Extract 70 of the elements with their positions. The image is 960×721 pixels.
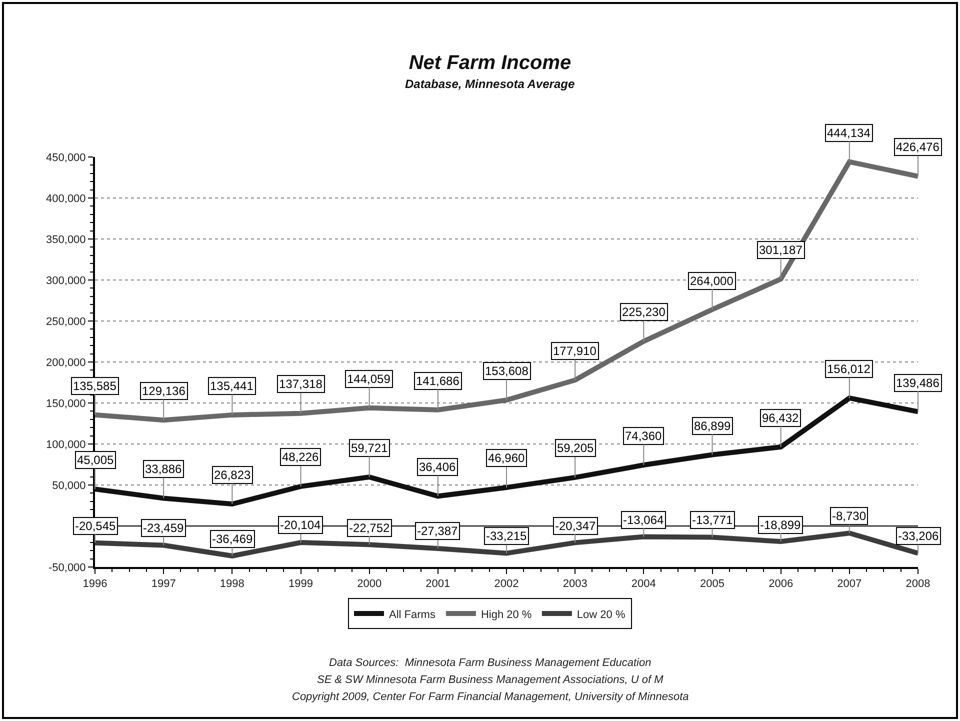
data-label: 444,134 [827, 126, 871, 140]
data-label: 225,230 [622, 305, 666, 319]
x-tick-label: 2005 [700, 578, 724, 590]
y-tick-label: 450,000 [46, 152, 86, 164]
data-label: 153,608 [485, 364, 529, 378]
y-tick-label: 150,000 [46, 398, 86, 410]
y-tick-label: 350,000 [46, 234, 86, 246]
x-tick-label: 2003 [562, 578, 588, 590]
x-tick-label: 2004 [631, 578, 656, 590]
x-tick-label: 1997 [151, 578, 176, 590]
x-tick-label: 2000 [357, 578, 382, 590]
data-label: 96,432 [762, 411, 800, 425]
y-tick-label: 50,000 [52, 480, 86, 492]
data-label: -27,387 [417, 524, 458, 538]
data-label: -13,064 [623, 513, 664, 527]
data-label: 86,899 [694, 419, 732, 433]
x-tick-label: 2002 [494, 578, 519, 590]
text: SE & SW Minnesota Farm Business Management Associations, U of M [317, 674, 664, 686]
data-label: 426,476 [896, 140, 940, 154]
x-tick-label: 2006 [768, 578, 794, 590]
text: Data Sources: Minnesota Farm Business Management Education [329, 657, 652, 669]
data-label: 48,226 [282, 450, 320, 464]
x-tick-label: 2008 [906, 578, 930, 590]
data-label: -20,545 [75, 519, 116, 533]
data-label: 59,721 [351, 441, 388, 455]
data-label: -13,771 [692, 513, 734, 527]
data-label: 26,823 [214, 468, 252, 482]
data-label: 156,012 [827, 362, 871, 376]
data-label: 46,960 [488, 451, 526, 465]
chart-subtitle: Database, Minnesota Average [405, 77, 575, 91]
data-label: -33,215 [486, 529, 528, 543]
data-label: -36,469 [212, 532, 254, 546]
data-label: 141,686 [416, 374, 460, 388]
legend-label: High 20 % [480, 608, 532, 621]
data-label: 177,910 [553, 344, 597, 358]
data-label: 264,000 [690, 274, 734, 288]
data-label: -18,899 [760, 518, 802, 532]
data-label: -20,347 [555, 519, 596, 533]
y-tick-label: 200,000 [46, 356, 86, 369]
data-label: -22,752 [349, 521, 390, 535]
chart-title: Net Farm Income [408, 52, 572, 74]
data-label: 139,486 [896, 376, 940, 390]
data-label: -20,104 [280, 518, 322, 532]
y-tick-label: 250,000 [46, 316, 86, 328]
data-label: 135,585 [73, 379, 117, 393]
x-tick-label: 1999 [288, 578, 313, 590]
data-label: 129,136 [142, 384, 186, 398]
legend-label: Low 20 % [576, 608, 626, 621]
data-label: 144,059 [347, 372, 391, 386]
data-label: 45,005 [77, 453, 114, 467]
x-tick-label: 2007 [837, 578, 862, 590]
x-tick-label: 2001 [426, 578, 450, 590]
data-label: 135,441 [210, 379, 254, 393]
x-tick-label: 1998 [220, 578, 244, 590]
data-label: 59,205 [557, 441, 594, 455]
data-label: -8,730 [832, 509, 866, 523]
data-label: 36,406 [419, 460, 456, 474]
data-label: 301,187 [759, 243, 803, 257]
data-label: 137,318 [279, 377, 323, 391]
x-tick-label: 1996 [82, 578, 108, 590]
data-label: 74,360 [625, 429, 662, 443]
data-label: -23,459 [143, 521, 184, 535]
y-tick-label: -50,000 [48, 562, 86, 574]
legend-label: All Farms [389, 608, 436, 621]
y-tick-label: 300,000 [46, 274, 86, 287]
data-label: -33,206 [898, 529, 940, 543]
y-tick-label: 400,000 [46, 192, 86, 205]
text: Copyright 2009, Center For Farm Financial Management, University of Minnesota [292, 691, 689, 703]
y-tick-label: 100,000 [46, 438, 86, 451]
data-label: 33,886 [145, 462, 182, 476]
